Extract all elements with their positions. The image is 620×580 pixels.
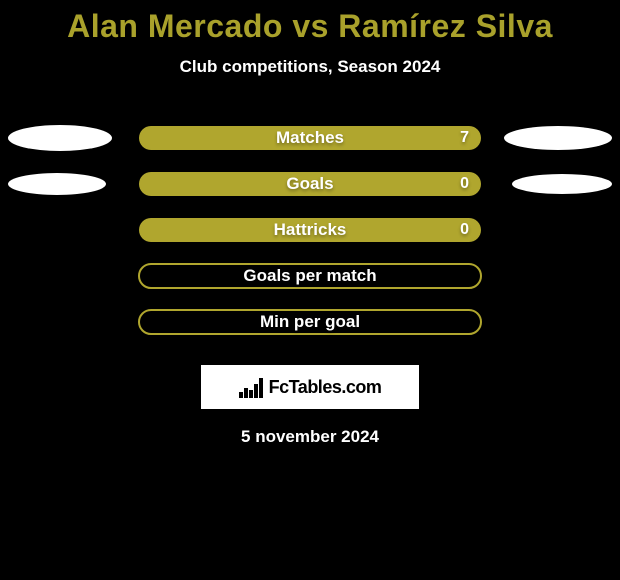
stat-label: Goals <box>286 174 333 194</box>
right-ellipse-icon <box>512 174 612 194</box>
stat-label: Matches <box>276 128 344 148</box>
subtitle: Club competitions, Season 2024 <box>0 57 620 77</box>
logo-box: FcTables.com <box>201 365 419 409</box>
left-ellipse-icon <box>8 125 112 151</box>
right-ellipse-icon <box>504 126 612 150</box>
date-text: 5 november 2024 <box>0 427 620 447</box>
logo-chart-icon <box>239 376 265 398</box>
stat-bar: Goals per match <box>139 264 481 288</box>
stat-value: 7 <box>460 129 469 147</box>
stat-row: Matches 7 <box>0 115 620 161</box>
stat-label: Hattricks <box>274 220 347 240</box>
stat-bar: Goals 0 <box>139 172 481 196</box>
logo-text: FcTables.com <box>269 377 382 398</box>
stat-row: Min per goal <box>0 299 620 345</box>
stat-rows: Matches 7 Goals 0 Hattricks 0 <box>0 115 620 345</box>
stat-label: Goals per match <box>243 266 376 286</box>
stat-bar: Hattricks 0 <box>139 218 481 242</box>
left-ellipse-icon <box>8 173 106 195</box>
stat-value: 0 <box>460 221 469 239</box>
stat-row: Goals 0 <box>0 161 620 207</box>
stat-bar: Min per goal <box>139 310 481 334</box>
stat-row: Hattricks 0 <box>0 207 620 253</box>
stat-label: Min per goal <box>260 312 360 332</box>
stat-bar: Matches 7 <box>139 126 481 150</box>
stat-row: Goals per match <box>0 253 620 299</box>
stat-value: 0 <box>460 175 469 193</box>
stats-card: Alan Mercado vs Ramírez Silva Club compe… <box>0 0 620 580</box>
page-title: Alan Mercado vs Ramírez Silva <box>0 0 620 45</box>
